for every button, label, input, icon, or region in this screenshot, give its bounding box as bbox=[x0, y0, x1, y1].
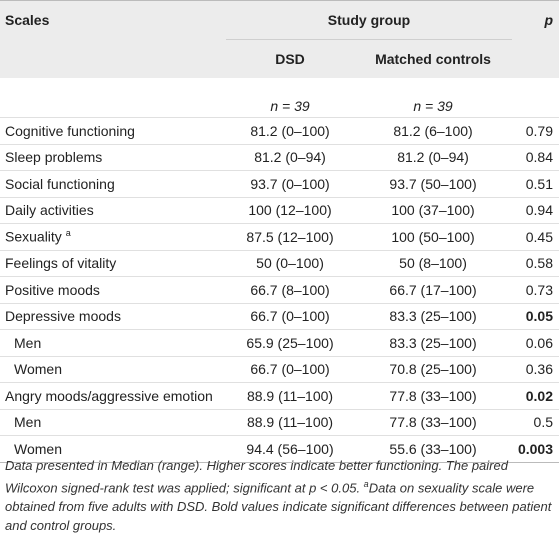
table-row: Positive moods 66.7 (8–100) 66.7 (17–100) 0… bbox=[0, 276, 559, 303]
scale-label: Daily activities bbox=[5, 202, 94, 219]
table-row: Social functioning 93.7 (0–100) 93.7 (50–1… bbox=[0, 170, 559, 197]
table-row: Feelings of vitality 50 (0–100) 50 (8–100)… bbox=[0, 249, 559, 277]
scale-label: Social functioning bbox=[5, 175, 115, 192]
header-controls: Matched controls bbox=[354, 39, 513, 78]
scale-label: Women bbox=[14, 361, 62, 378]
footnote: Data presented in Median (range). Higher… bbox=[5, 456, 553, 535]
dsd-value: 66.7 (8–100) bbox=[226, 276, 355, 303]
n-controls: n = 39 bbox=[413, 98, 453, 114]
controls-value: 83.3 (25–100) bbox=[354, 302, 513, 330]
scale-cell: Angry moods/aggressive emotion bbox=[0, 382, 227, 409]
dsd-value: 65.9 (25–100) bbox=[226, 329, 355, 356]
scale-cell: Positive moods bbox=[0, 276, 227, 303]
scale-label: Men bbox=[14, 334, 42, 351]
p-value: 0.5 bbox=[512, 408, 559, 436]
table-row: Men 65.9 (25–100) 83.3 (25–100) 0.06 bbox=[0, 329, 559, 356]
scale-cell: Daily activities bbox=[0, 196, 227, 224]
scale-cell: Women bbox=[0, 355, 227, 383]
p-value: 0.003 bbox=[512, 435, 559, 463]
p-value: 0.84 bbox=[512, 143, 559, 171]
dsd-value: 50 (0–100) bbox=[226, 249, 355, 277]
scale-label: Women bbox=[14, 440, 62, 457]
header-study-group: Study group bbox=[226, 0, 513, 40]
p-value: 0.94 bbox=[512, 196, 559, 224]
controls-value: 66.7 (17–100) bbox=[354, 276, 513, 303]
scale-cell: Depressive moods bbox=[0, 302, 227, 330]
dsd-value: 66.7 (0–100) bbox=[226, 355, 355, 383]
scale-cell: Cognitive functioning bbox=[0, 117, 227, 144]
p-value: 0.45 bbox=[512, 223, 559, 250]
p-value: 0.51 bbox=[512, 170, 559, 197]
table-row: Sleep problems 81.2 (0–94) 81.2 (0–94) 0.84 bbox=[0, 143, 559, 171]
p-value: 0.58 bbox=[512, 249, 559, 277]
controls-value: 100 (37–100) bbox=[354, 196, 513, 224]
dsd-value: 100 (12–100) bbox=[226, 196, 355, 224]
scale-label: Men bbox=[14, 414, 42, 431]
table-row: Depressive moods 66.7 (0–100) 83.3 (25–100… bbox=[0, 302, 559, 330]
dsd-value: 88.9 (11–100) bbox=[226, 408, 355, 436]
scale-label: Cognitive functioning bbox=[5, 122, 135, 139]
controls-value: 81.2 (6–100) bbox=[354, 117, 513, 144]
footnote-marker: a bbox=[65, 228, 71, 239]
controls-value: 77.8 (33–100) bbox=[354, 408, 513, 436]
p-value: 0.02 bbox=[512, 382, 559, 409]
p-value: 0.73 bbox=[512, 276, 559, 303]
scale-label: Sexuality bbox=[5, 229, 62, 246]
p-value: 0.06 bbox=[512, 329, 559, 356]
controls-value: 50 (8–100) bbox=[354, 249, 513, 277]
scale-label: Feelings of vitality bbox=[5, 255, 117, 272]
dsd-value: 81.2 (0–94) bbox=[226, 143, 355, 171]
p-value: 0.05 bbox=[512, 302, 559, 330]
footnote-marker: a bbox=[363, 479, 369, 489]
p-value: 0.79 bbox=[512, 117, 559, 144]
header-dsd: DSD bbox=[226, 39, 355, 78]
controls-value: 70.8 (25–100) bbox=[354, 355, 513, 383]
p-value: 0.36 bbox=[512, 355, 559, 383]
table-body: n = 39 n = 39 Cognitive functioning 81.2 … bbox=[0, 78, 559, 463]
footnote-text: Data presented in Median (range). Higher… bbox=[5, 458, 508, 496]
scale-cell: Social functioning bbox=[0, 170, 227, 197]
controls-value: 93.7 (50–100) bbox=[354, 170, 513, 197]
table-row: Women 66.7 (0–100) 70.8 (25–100) 0.36 bbox=[0, 355, 559, 383]
table-row: Angry moods/aggressive emotion 88.9 (11–1… bbox=[0, 382, 559, 409]
scale-cell: Feelings of vitality bbox=[0, 249, 227, 277]
scale-cell: Sexuality a bbox=[0, 223, 227, 250]
table-row: Cognitive functioning 81.2 (0–100) 81.2 (6… bbox=[0, 117, 559, 144]
scale-cell: Women bbox=[0, 435, 227, 463]
controls-value: 100 (50–100) bbox=[354, 223, 513, 250]
header-scales: Scales bbox=[0, 0, 227, 40]
table-row: Daily activities 100 (12–100) 100 (37–100)… bbox=[0, 196, 559, 224]
n-dsd: n = 39 bbox=[270, 98, 310, 114]
scale-label: Depressive moods bbox=[5, 308, 121, 325]
scale-cell: Sleep problems bbox=[0, 143, 227, 171]
dsd-value: 93.7 (0–100) bbox=[226, 170, 355, 197]
dsd-value: 88.9 (11–100) bbox=[226, 382, 355, 409]
controls-value: 55.6 (33–100) bbox=[354, 435, 513, 463]
scale-label: Positive moods bbox=[5, 281, 100, 298]
scale-label: Angry moods/aggressive emotion bbox=[5, 387, 213, 404]
dsd-value: 66.7 (0–100) bbox=[226, 302, 355, 330]
header-p: p bbox=[512, 0, 559, 40]
scale-cell: Men bbox=[0, 329, 227, 356]
table-row: Men 88.9 (11–100) 77.8 (33–100) 0.5 bbox=[0, 408, 559, 436]
controls-value: 81.2 (0–94) bbox=[354, 143, 513, 171]
controls-value: 83.3 (25–100) bbox=[354, 329, 513, 356]
table-row: Sexuality a 87.5 (12–100) 100 (50–100) 0.45 bbox=[0, 223, 559, 250]
table-row: Women 94.4 (56–100) 55.6 (33–100) 0.003 bbox=[0, 435, 559, 463]
footnote-text: Data on sexuality scale were obtained fr… bbox=[5, 480, 552, 534]
scale-cell: Men bbox=[0, 408, 227, 436]
controls-value: 77.8 (33–100) bbox=[354, 382, 513, 409]
results-table: Scales Study group p DSD Matched control… bbox=[0, 0, 559, 463]
dsd-value: 94.4 (56–100) bbox=[226, 435, 355, 463]
dsd-value: 87.5 (12–100) bbox=[226, 223, 355, 250]
scale-label: Sleep problems bbox=[5, 149, 103, 166]
dsd-value: 81.2 (0–100) bbox=[226, 117, 355, 144]
